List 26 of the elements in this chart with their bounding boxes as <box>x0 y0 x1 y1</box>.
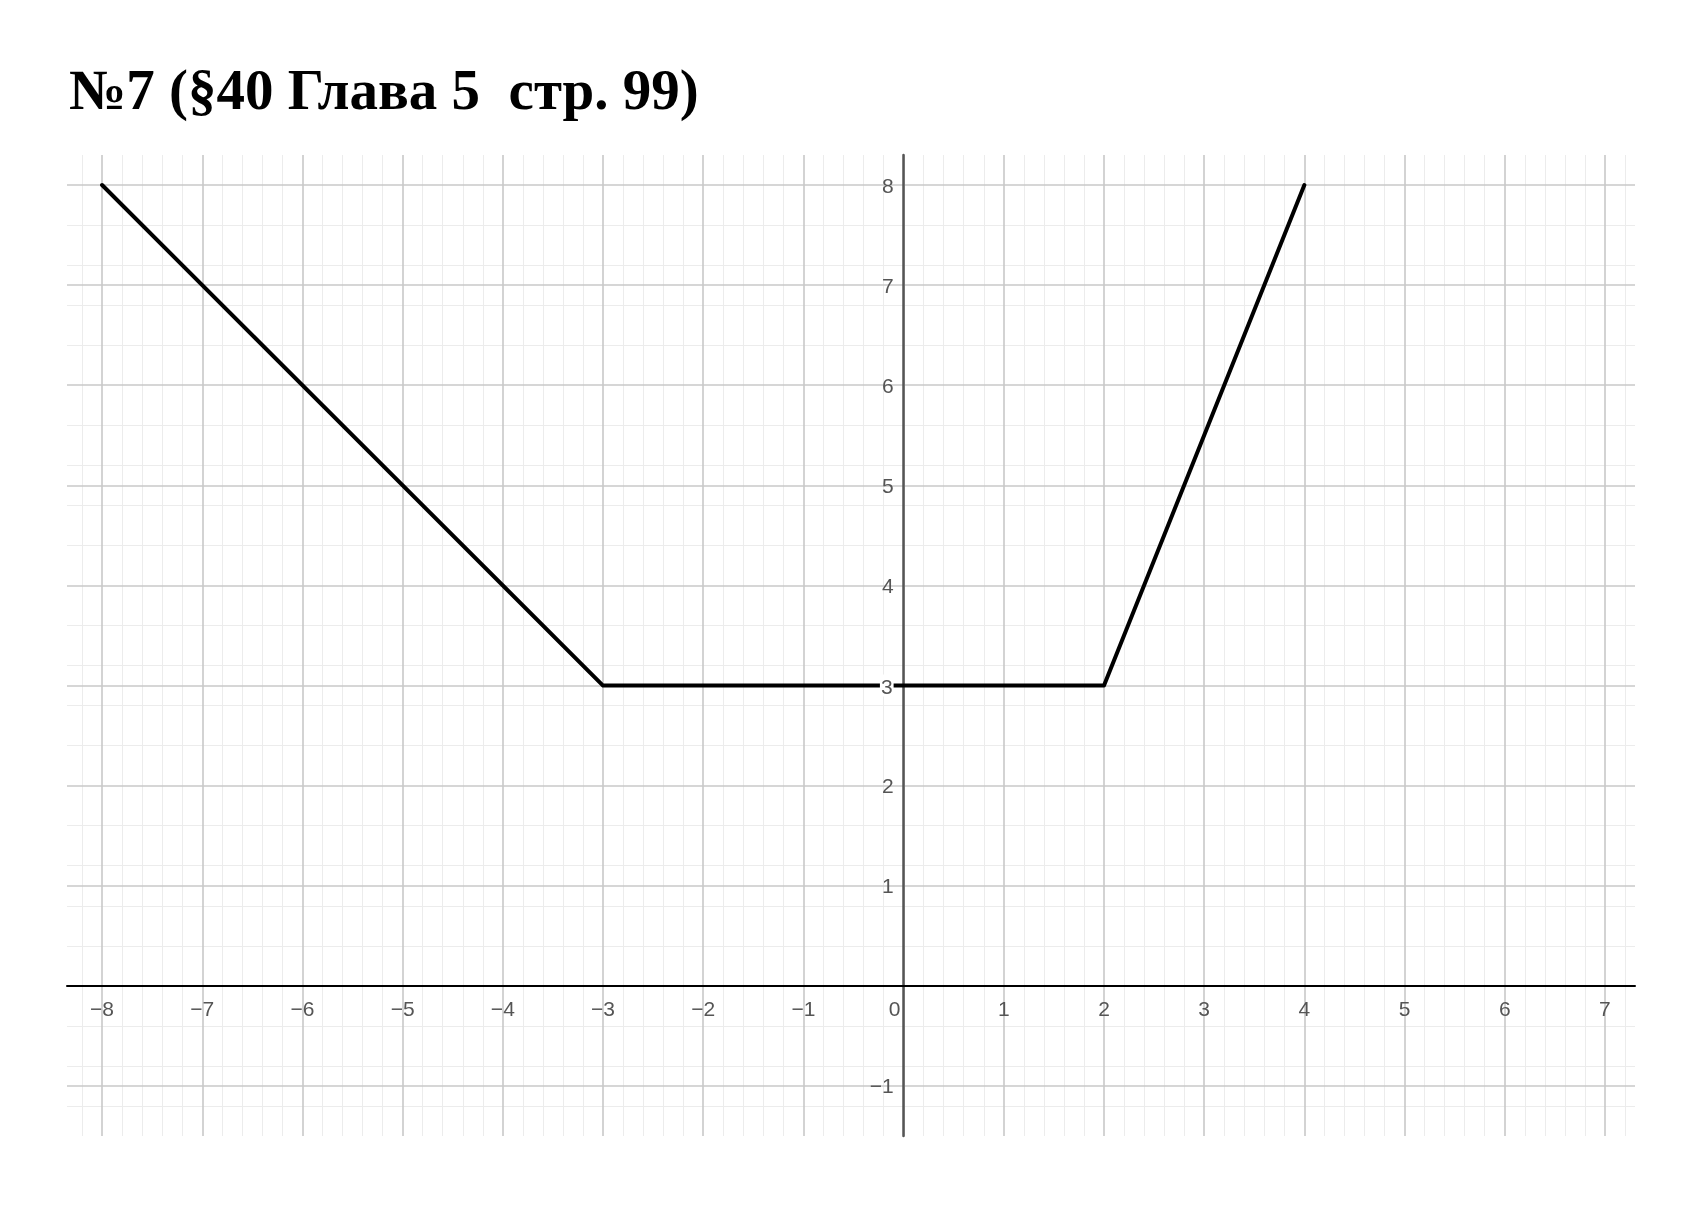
x-tick-label: 3 <box>1198 996 1211 1020</box>
y-tick-label: 6 <box>881 373 894 397</box>
x-tick-label: −3 <box>591 996 615 1020</box>
x-tick-label: 0 <box>888 996 901 1020</box>
x-tick-label: 2 <box>1098 996 1110 1020</box>
x-tick-label: −2 <box>691 996 716 1020</box>
y-tick-label: −1 <box>869 1074 894 1098</box>
x-tick-label: 6 <box>1498 996 1511 1020</box>
y-tick-label: 2 <box>881 774 894 798</box>
x-tick-label: −5 <box>390 996 415 1020</box>
x-tick-label: −4 <box>490 996 516 1020</box>
x-tick-label: 1 <box>997 996 1010 1020</box>
x-tick-label: 4 <box>1298 996 1311 1020</box>
y-tick-label: 3 <box>880 674 893 698</box>
x-tick-label: 7 <box>1599 996 1611 1020</box>
x-tick-label: −6 <box>290 996 315 1020</box>
y-tick-label: 8 <box>881 173 894 197</box>
y-tick-label: 5 <box>881 473 894 497</box>
x-tick-label: −7 <box>190 996 215 1020</box>
x-tick-label: −1 <box>791 996 816 1020</box>
chart-title: №7 (§40 Глава 5 стр. 99) <box>69 58 699 122</box>
y-tick-label: 4 <box>881 573 894 597</box>
x-tick-label: −8 <box>90 996 115 1020</box>
x-tick-label: 5 <box>1398 996 1411 1020</box>
y-tick-label: 1 <box>881 874 894 898</box>
y-tick-label: 7 <box>881 273 894 297</box>
